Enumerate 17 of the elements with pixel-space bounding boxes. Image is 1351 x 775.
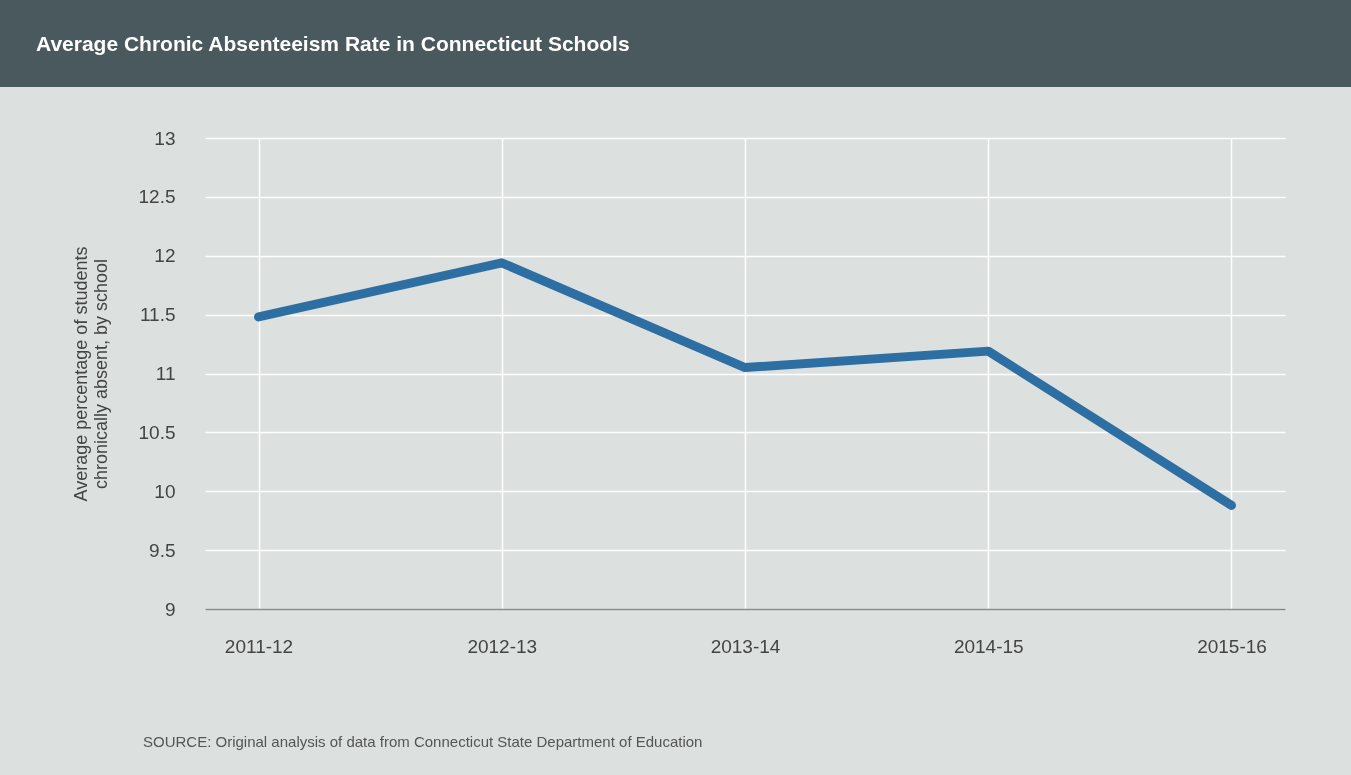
y-tick-label: 12 [154,245,176,267]
y-tick-label: 11.5 [139,304,176,326]
x-tick-label: 2012-13 [467,635,538,657]
y-tick-label: 9.5 [149,539,176,561]
y-tick-label: 9 [164,598,176,620]
chart-title: Average Chronic Absenteeism Rate in Connecticut Schools [0,0,1351,87]
y-tick-label: 10 [154,480,176,502]
y-axis-title: Average percentage of students chronically absent, by school [70,246,111,502]
y-tick-label: 10.5 [138,421,176,443]
y-tick-label: 12.5 [138,186,176,208]
source-note: SOURCE: Original analysis of data from Connecticut State Department of Education [143,733,703,750]
y-tick-label: 11 [155,363,176,384]
x-tick-label: 2014-15 [953,635,1024,657]
y-tick-label: 13 [154,127,176,149]
x-tick-label: 2015-16 [1197,635,1267,657]
x-tick-label: 2011-12 [224,635,294,657]
x-tick-label: 2013-14 [710,635,781,657]
